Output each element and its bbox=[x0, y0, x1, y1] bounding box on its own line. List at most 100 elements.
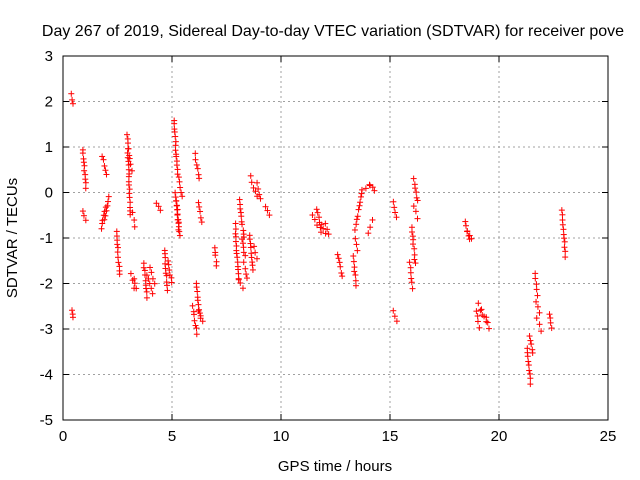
data-point bbox=[82, 185, 89, 192]
data-point bbox=[237, 205, 244, 212]
data-point bbox=[354, 247, 361, 254]
data-point bbox=[172, 133, 179, 140]
data-point bbox=[70, 100, 77, 107]
data-point bbox=[252, 249, 259, 256]
data-point bbox=[235, 270, 242, 277]
data-point bbox=[179, 193, 186, 200]
data-point bbox=[155, 203, 162, 210]
data-point bbox=[353, 216, 360, 223]
data-point bbox=[476, 324, 483, 331]
data-point bbox=[546, 311, 553, 318]
data-point bbox=[358, 186, 365, 193]
data-point bbox=[168, 279, 175, 286]
data-point bbox=[532, 275, 539, 282]
data-point bbox=[254, 179, 261, 186]
data-point bbox=[367, 224, 374, 231]
data-point bbox=[468, 235, 475, 242]
data-point bbox=[411, 256, 418, 263]
data-point bbox=[356, 202, 363, 209]
data-point bbox=[131, 223, 138, 230]
data-point bbox=[174, 171, 181, 178]
data-point bbox=[194, 297, 201, 304]
data-point bbox=[129, 167, 136, 174]
data-point bbox=[362, 185, 369, 192]
data-point bbox=[262, 203, 269, 210]
x-tick-label: 10 bbox=[273, 428, 290, 445]
data-point bbox=[242, 252, 249, 259]
data-point bbox=[462, 218, 469, 225]
data-point bbox=[240, 259, 247, 266]
data-point bbox=[561, 235, 568, 242]
data-point bbox=[248, 179, 255, 186]
data-point bbox=[473, 308, 480, 315]
data-point bbox=[102, 212, 109, 219]
data-point bbox=[162, 254, 169, 261]
data-point bbox=[68, 90, 75, 97]
y-tick-label: -5 bbox=[40, 412, 53, 429]
data-point bbox=[149, 275, 156, 282]
data-point bbox=[143, 285, 150, 292]
data-point bbox=[212, 252, 219, 259]
data-point bbox=[197, 214, 204, 221]
data-point bbox=[562, 254, 569, 261]
data-point bbox=[352, 282, 359, 289]
data-point bbox=[104, 202, 111, 209]
data-point bbox=[412, 208, 419, 215]
data-point bbox=[103, 207, 110, 214]
data-point bbox=[391, 313, 398, 320]
data-point bbox=[390, 198, 397, 205]
data-point bbox=[474, 313, 481, 320]
data-point bbox=[390, 307, 397, 314]
data-point bbox=[193, 331, 200, 338]
data-point bbox=[369, 216, 376, 223]
x-tick-label: 20 bbox=[491, 428, 508, 445]
data-point bbox=[115, 254, 122, 261]
data-point bbox=[171, 120, 178, 127]
data-point bbox=[232, 238, 239, 245]
data-point bbox=[365, 230, 372, 237]
data-point bbox=[532, 270, 539, 277]
data-point bbox=[466, 232, 473, 239]
data-point bbox=[393, 318, 400, 325]
data-point bbox=[407, 269, 414, 276]
data-point bbox=[69, 314, 76, 321]
data-point bbox=[316, 214, 323, 221]
data-point bbox=[353, 221, 360, 228]
data-point bbox=[131, 217, 138, 224]
data-point bbox=[528, 341, 535, 348]
data-point bbox=[318, 221, 325, 228]
data-point bbox=[406, 259, 413, 266]
data-point bbox=[560, 226, 567, 233]
data-point bbox=[127, 270, 134, 277]
data-point bbox=[534, 292, 541, 299]
data-point bbox=[371, 187, 378, 194]
data-point bbox=[213, 262, 220, 269]
data-point bbox=[335, 255, 342, 262]
data-point bbox=[125, 145, 132, 152]
data-point bbox=[318, 229, 325, 236]
data-point bbox=[248, 254, 255, 261]
data-point bbox=[250, 184, 257, 191]
data-point bbox=[103, 171, 110, 178]
data-point bbox=[407, 264, 414, 271]
data-point bbox=[409, 285, 416, 292]
data-point bbox=[125, 173, 132, 180]
data-point bbox=[198, 219, 205, 226]
data-point bbox=[126, 155, 133, 162]
data-point bbox=[99, 153, 106, 160]
data-point bbox=[393, 214, 400, 221]
data-point bbox=[337, 263, 344, 270]
data-point bbox=[474, 318, 481, 325]
data-point bbox=[125, 181, 132, 188]
chart-title: Day 267 of 2019, Sidereal Day-to-day VTE… bbox=[42, 23, 624, 40]
data-point bbox=[484, 319, 491, 326]
data-point bbox=[131, 275, 138, 282]
data-point bbox=[105, 198, 112, 205]
data-point bbox=[409, 228, 416, 235]
data-point bbox=[194, 288, 201, 295]
data-point bbox=[177, 184, 184, 191]
data-point bbox=[338, 269, 345, 276]
data-point bbox=[140, 264, 147, 271]
data-point bbox=[526, 333, 533, 340]
x-tick-label: 5 bbox=[168, 428, 176, 445]
